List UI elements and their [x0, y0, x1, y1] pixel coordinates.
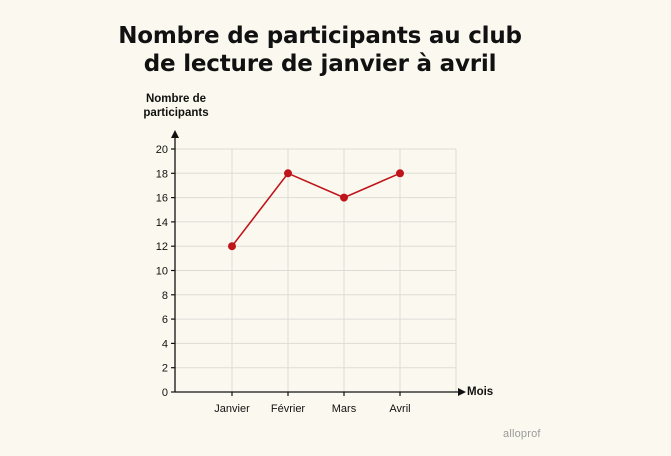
- x-axis-arrow: [458, 388, 466, 396]
- chart-title: Nombre de participants au club de lectur…: [0, 22, 640, 78]
- data-point: [284, 169, 292, 178]
- series-line: [231, 172, 401, 247]
- y-tick-label: 16: [156, 193, 168, 205]
- y-axis-arrow: [171, 130, 179, 138]
- data-point: [228, 242, 236, 251]
- x-axis-label: Mois: [467, 386, 494, 398]
- y-tick-label: 18: [156, 168, 168, 180]
- y-tick-labels: 0 2 4 6 8 10 12 14 16 18 20: [156, 144, 168, 399]
- chart-title-line2: de lecture de janvier à avril: [143, 51, 497, 77]
- y-tick-label: 20: [156, 144, 168, 156]
- y-tick-label: 8: [162, 290, 168, 302]
- chart-title-line1: Nombre de participants au club: [118, 23, 522, 49]
- x-tick-label: Mars: [332, 403, 357, 415]
- y-tick-label: 0: [162, 387, 168, 399]
- y-axis-label: Nombre de participants: [130, 92, 222, 120]
- x-tick-label: Février: [271, 403, 306, 415]
- y-tick-label: 10: [156, 266, 168, 278]
- x-tick-label: Avril: [389, 403, 410, 415]
- grid-lines: [175, 148, 457, 392]
- x-tick-labels: Janvier Février Mars Avril: [214, 403, 410, 415]
- y-tick-label: 12: [156, 241, 168, 253]
- y-axis-label-line1: Nombre de: [145, 93, 207, 105]
- alloprof-logo: alloprof: [503, 428, 541, 440]
- y-tick-label: 2: [162, 363, 168, 375]
- data-point: [396, 169, 404, 178]
- y-tick-label: 14: [156, 217, 168, 229]
- y-axis-label-line2: participants: [143, 107, 209, 119]
- y-tick-label: 4: [162, 338, 168, 350]
- data-series: [228, 169, 404, 251]
- x-tick-label: Janvier: [214, 403, 250, 415]
- data-point: [340, 193, 348, 202]
- y-tick-label: 6: [162, 314, 168, 326]
- axes: [171, 130, 466, 396]
